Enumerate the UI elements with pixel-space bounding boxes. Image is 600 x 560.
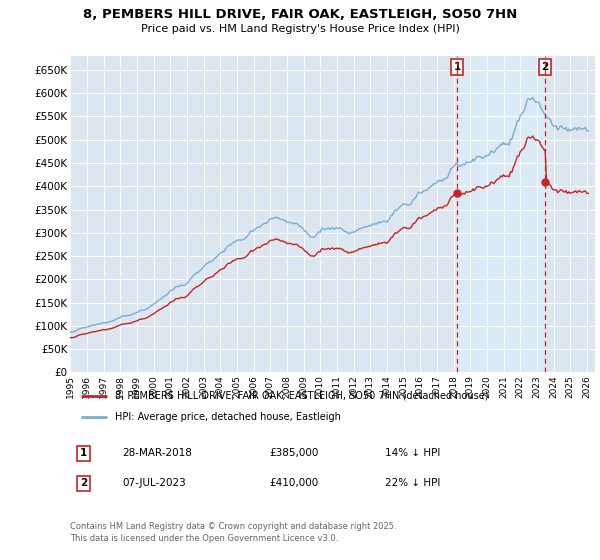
Text: 8, PEMBERS HILL DRIVE, FAIR OAK, EASTLEIGH, SO50 7HN: 8, PEMBERS HILL DRIVE, FAIR OAK, EASTLEI… <box>83 8 517 21</box>
Bar <box>457 56 545 372</box>
Text: 14% ↓ HPI: 14% ↓ HPI <box>385 449 440 458</box>
Text: 1: 1 <box>454 62 461 72</box>
Text: 22% ↓ HPI: 22% ↓ HPI <box>385 478 440 488</box>
Text: 28-MAR-2018: 28-MAR-2018 <box>123 449 193 458</box>
Text: 8, PEMBERS HILL DRIVE, FAIR OAK, EASTLEIGH, SO50 7HN (detached house): 8, PEMBERS HILL DRIVE, FAIR OAK, EASTLEI… <box>115 391 488 401</box>
Text: Contains HM Land Registry data © Crown copyright and database right 2025.
This d: Contains HM Land Registry data © Crown c… <box>70 522 397 543</box>
Text: 1: 1 <box>80 449 87 458</box>
Text: 2: 2 <box>80 478 87 488</box>
Text: £385,000: £385,000 <box>270 449 319 458</box>
Text: £410,000: £410,000 <box>270 478 319 488</box>
Text: HPI: Average price, detached house, Eastleigh: HPI: Average price, detached house, East… <box>115 412 341 422</box>
Text: 2: 2 <box>542 62 549 72</box>
Text: 07-JUL-2023: 07-JUL-2023 <box>123 478 187 488</box>
Text: Price paid vs. HM Land Registry's House Price Index (HPI): Price paid vs. HM Land Registry's House … <box>140 24 460 34</box>
